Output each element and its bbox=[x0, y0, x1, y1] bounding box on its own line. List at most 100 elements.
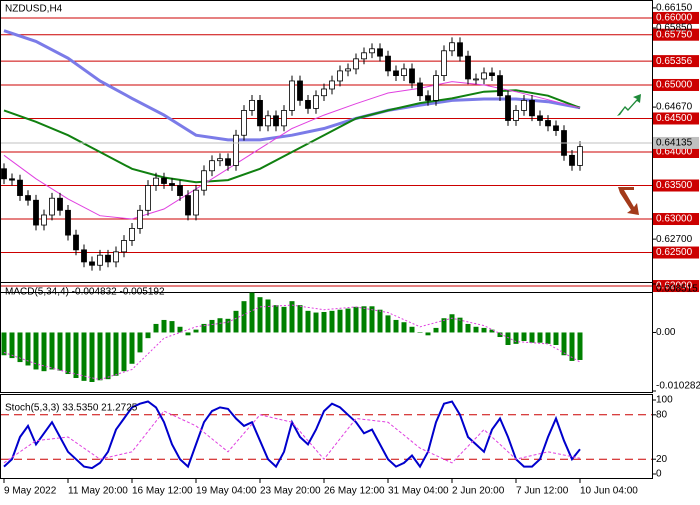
signal-line bbox=[3, 304, 581, 381]
histogram-bar bbox=[105, 332, 111, 380]
histogram-bar bbox=[193, 329, 199, 333]
candle-body bbox=[481, 72, 487, 80]
histogram-bar bbox=[161, 319, 167, 333]
y-tick-label: 0.66150 bbox=[656, 3, 693, 14]
x-tick-label: 7 Jun 12:00 bbox=[516, 486, 569, 497]
candle-body bbox=[377, 48, 383, 57]
y-tick-label: 0.65850 bbox=[656, 23, 693, 34]
candle-body bbox=[369, 48, 375, 54]
candle-body bbox=[529, 99, 535, 117]
histogram-bar bbox=[569, 332, 575, 361]
candle-body bbox=[569, 154, 575, 166]
histogram-bar bbox=[377, 309, 383, 333]
histogram-bar bbox=[289, 301, 295, 333]
candle-body bbox=[417, 82, 423, 97]
histogram-bar bbox=[49, 332, 55, 370]
candle-body bbox=[537, 115, 543, 121]
histogram-bar bbox=[89, 332, 95, 382]
axis-label-bg bbox=[653, 213, 699, 226]
histogram-bar bbox=[241, 301, 247, 333]
candle-body bbox=[153, 177, 159, 186]
histogram-bar bbox=[257, 297, 263, 333]
histogram-bar bbox=[129, 332, 135, 364]
histogram-bar bbox=[577, 332, 583, 360]
candle-body bbox=[89, 261, 95, 266]
histogram-bar bbox=[113, 332, 119, 376]
candle-body bbox=[473, 78, 479, 81]
candle-body bbox=[345, 68, 351, 72]
y-tick-label: 0.62500 bbox=[656, 247, 693, 258]
axis-label-bg bbox=[653, 145, 699, 158]
candle-body bbox=[553, 125, 559, 131]
histogram-bar bbox=[297, 305, 303, 333]
candle-body bbox=[433, 75, 439, 101]
x-tick-label: 26 May 12:00 bbox=[324, 486, 385, 497]
axis-label-bg bbox=[653, 136, 699, 149]
candle-body bbox=[193, 189, 199, 216]
histogram-bar bbox=[465, 323, 471, 333]
histogram-bar bbox=[121, 332, 127, 372]
histogram-bar bbox=[409, 326, 415, 333]
x-tick-label: 2 Jun 20:00 bbox=[452, 486, 505, 497]
candle-body bbox=[393, 70, 399, 76]
candle-body bbox=[505, 95, 511, 121]
candle-body bbox=[337, 70, 343, 82]
y-tick-label: 100 bbox=[656, 395, 673, 406]
candle-body bbox=[329, 80, 335, 90]
x-tick-label: 19 May 04:00 bbox=[196, 486, 257, 497]
histogram-bar bbox=[369, 306, 375, 333]
candle-body bbox=[441, 50, 447, 76]
y-tick-label: 20 bbox=[656, 454, 668, 465]
histogram-bar bbox=[1, 332, 7, 356]
candle-body bbox=[265, 115, 271, 127]
histogram-bar bbox=[97, 332, 103, 381]
candle-body bbox=[465, 55, 471, 80]
panel-title: Stoch(5,3,3) 33.5350 21.2725 bbox=[5, 403, 138, 414]
histogram-bar bbox=[25, 332, 31, 366]
candle-body bbox=[521, 99, 527, 111]
panel-title: MACD(5,34,4) -0.004832 -0.005192 bbox=[5, 287, 165, 298]
histogram-bar bbox=[145, 332, 151, 339]
y-tick-label: 0.63500 bbox=[656, 180, 693, 191]
histogram-bar bbox=[57, 332, 63, 371]
candle-body bbox=[353, 58, 359, 70]
candle-body bbox=[513, 110, 519, 121]
candle-body bbox=[361, 52, 367, 60]
candle-body bbox=[273, 115, 279, 127]
histogram-bar bbox=[265, 299, 271, 333]
candle-body bbox=[457, 42, 463, 57]
y-tick-label: 0.62700 bbox=[656, 234, 693, 245]
candle-body bbox=[97, 254, 103, 266]
histogram-bar bbox=[513, 332, 519, 344]
histogram-bar bbox=[505, 332, 511, 345]
y-tick-label: 0.00 bbox=[656, 327, 676, 338]
histogram-bar bbox=[345, 308, 351, 333]
histogram-bar bbox=[225, 318, 231, 333]
candle-body bbox=[305, 99, 311, 109]
histogram-bar bbox=[233, 310, 239, 333]
candle-body bbox=[177, 185, 183, 196]
axis-label-bg bbox=[653, 280, 699, 293]
histogram-bar bbox=[321, 311, 327, 333]
candle-body bbox=[185, 195, 191, 216]
candle-body bbox=[281, 110, 287, 127]
candle-body bbox=[409, 68, 415, 84]
histogram-bar bbox=[217, 318, 223, 333]
histogram-bar bbox=[457, 317, 463, 333]
histogram-bar bbox=[273, 305, 279, 333]
candle-body bbox=[217, 158, 223, 162]
histogram-bar bbox=[201, 323, 207, 333]
candle-body bbox=[233, 134, 239, 166]
histogram-bar bbox=[41, 332, 47, 372]
histogram-bar bbox=[313, 312, 319, 333]
axis-label-bg bbox=[653, 11, 699, 24]
histogram-bar bbox=[545, 332, 551, 344]
candle-body bbox=[249, 99, 255, 111]
candle-body bbox=[577, 146, 583, 166]
main-panel bbox=[0, 0, 653, 293]
candle-body bbox=[81, 249, 87, 263]
y-tick-label: 0.64500 bbox=[656, 113, 693, 124]
y-tick-label: 0.64670 bbox=[656, 102, 693, 113]
histogram-bar bbox=[17, 332, 23, 363]
